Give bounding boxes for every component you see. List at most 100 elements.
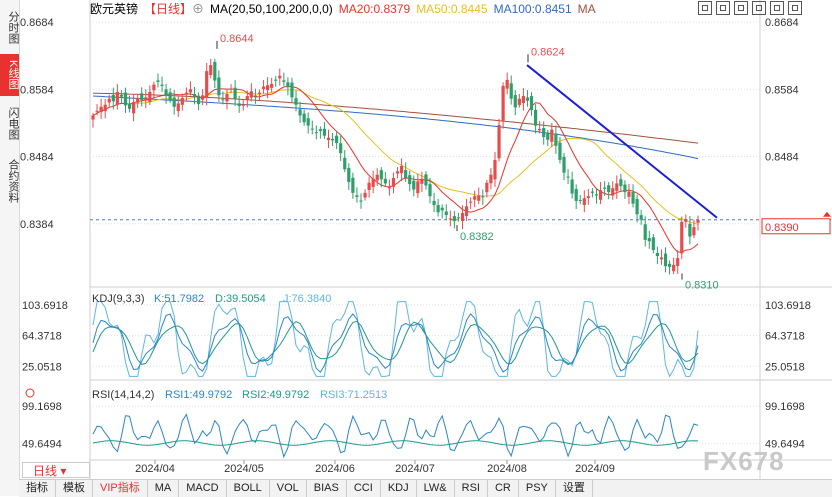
candle-body	[456, 217, 461, 219]
kdj-j-value: J:76.3840	[283, 293, 331, 305]
candle-body	[351, 177, 355, 193]
price-annotation: 0.8644	[220, 33, 254, 45]
tab-kline[interactable]: K线图	[0, 54, 19, 96]
scroll-left-icon[interactable]	[752, 1, 766, 15]
indicator-tab-9[interactable]: KDJ	[381, 480, 417, 497]
candle-body	[367, 182, 371, 191]
candle-body	[314, 132, 318, 134]
candle-body	[261, 86, 266, 90]
candle-body	[152, 84, 156, 91]
tab-contract-info[interactable]: 合约资料	[7, 159, 19, 203]
candle-body	[355, 195, 359, 197]
candle-body	[566, 176, 570, 178]
candle-body	[286, 82, 290, 88]
candle-body	[391, 178, 396, 187]
fullscreen-icon[interactable]	[788, 1, 802, 15]
candle-body	[594, 194, 599, 196]
price-annotation: 0.8310	[685, 280, 719, 292]
crosshair-icon[interactable]	[698, 1, 712, 15]
candle-body	[603, 187, 607, 189]
kdj-d-value: D:39.5054	[215, 293, 266, 305]
kdj-tick-left: 64.3718	[22, 331, 62, 343]
candle-body	[680, 221, 684, 254]
zoom-out-icon[interactable]	[734, 1, 748, 15]
scroll-right-icon[interactable]	[770, 1, 784, 15]
indicator-tab-6[interactable]: VOL	[270, 480, 307, 497]
candle-body	[225, 93, 229, 102]
candle-body	[233, 87, 237, 99]
candle-body	[424, 174, 428, 186]
settings-icon[interactable]: ⊕	[192, 2, 205, 16]
indicator-tab-11[interactable]: RSI	[455, 480, 488, 497]
candle-body	[330, 138, 335, 141]
candle-body	[525, 97, 530, 101]
candle-body	[278, 75, 282, 79]
candle-body	[521, 96, 526, 103]
rsi-tick-right: 49.6494	[765, 438, 805, 450]
indicator-tab-1[interactable]: 模板	[56, 480, 93, 497]
candle-body	[184, 92, 188, 94]
ma100-line	[92, 95, 699, 160]
indicator-tab-5[interactable]: BOLL	[227, 480, 270, 497]
current-price-tag	[761, 218, 831, 235]
candle-body	[395, 171, 400, 174]
tab-timeshare[interactable]: 分时图	[7, 10, 19, 44]
indicator-tab-2[interactable]: VIP指标	[93, 480, 148, 497]
candle-body	[196, 95, 201, 105]
candle-body	[611, 188, 615, 196]
candle-body	[412, 180, 416, 190]
candle-body	[619, 179, 623, 187]
candle-body	[136, 98, 140, 103]
candle-body	[343, 157, 347, 170]
indicator-tab-3[interactable]: MA	[148, 480, 180, 497]
candle-body	[164, 89, 168, 97]
candle-body	[241, 104, 245, 106]
candle-body	[428, 184, 432, 197]
indicator-tab-0[interactable]: 指标	[19, 480, 56, 497]
date-label: 2024/06	[315, 463, 355, 475]
watermark-logo: FX678	[703, 446, 785, 476]
period-selector[interactable]: 日线 ▾	[22, 462, 90, 478]
candle-body	[115, 91, 119, 105]
candle-body	[339, 143, 343, 154]
chart-toolbar	[698, 1, 806, 17]
candle-body	[383, 178, 387, 184]
candle-body	[298, 109, 302, 116]
candle-body	[237, 103, 241, 107]
candle-body	[672, 264, 676, 272]
indicator-tab-12[interactable]: CR	[488, 480, 519, 497]
price-annotation: 0.8382	[460, 231, 494, 243]
ma-legend-label: MA(20,50,100,200,0,0)	[210, 2, 333, 16]
zoom-in-icon[interactable]	[716, 1, 730, 15]
candle-body	[546, 132, 550, 140]
kdj-tick-left: 103.6918	[22, 300, 68, 312]
candle-body	[416, 181, 420, 194]
candle-body	[647, 237, 651, 242]
candle-body	[448, 218, 452, 220]
candle-body	[509, 83, 513, 99]
indicator-tab-10[interactable]: LW&	[417, 480, 455, 497]
tab-flash[interactable]: 闪电图	[7, 106, 19, 140]
indicator-tab-13[interactable]: PSY	[519, 480, 556, 497]
candle-body	[663, 253, 668, 267]
candle-body	[542, 128, 546, 138]
candle-body	[692, 227, 696, 236]
candle-body	[290, 82, 294, 98]
indicator-tab-8[interactable]: CCI	[347, 480, 381, 497]
candle-body	[91, 115, 95, 120]
candle-body	[460, 213, 465, 221]
candle-body	[533, 109, 538, 126]
candle-body	[132, 102, 136, 114]
candle-body	[302, 113, 306, 123]
candle-body	[188, 89, 193, 93]
indicator-tab-4[interactable]: MACD	[179, 480, 227, 497]
candle-body	[554, 133, 558, 146]
candle-body	[444, 211, 448, 216]
indicator-tab-7[interactable]: BIAS	[307, 480, 347, 497]
rsi-legend-label: RSI(14,14,2)	[92, 389, 154, 401]
indicator-tab-14[interactable]: 设置	[556, 480, 593, 497]
candle-body	[436, 205, 440, 213]
candle-body	[607, 185, 611, 193]
candle-body	[582, 198, 586, 205]
